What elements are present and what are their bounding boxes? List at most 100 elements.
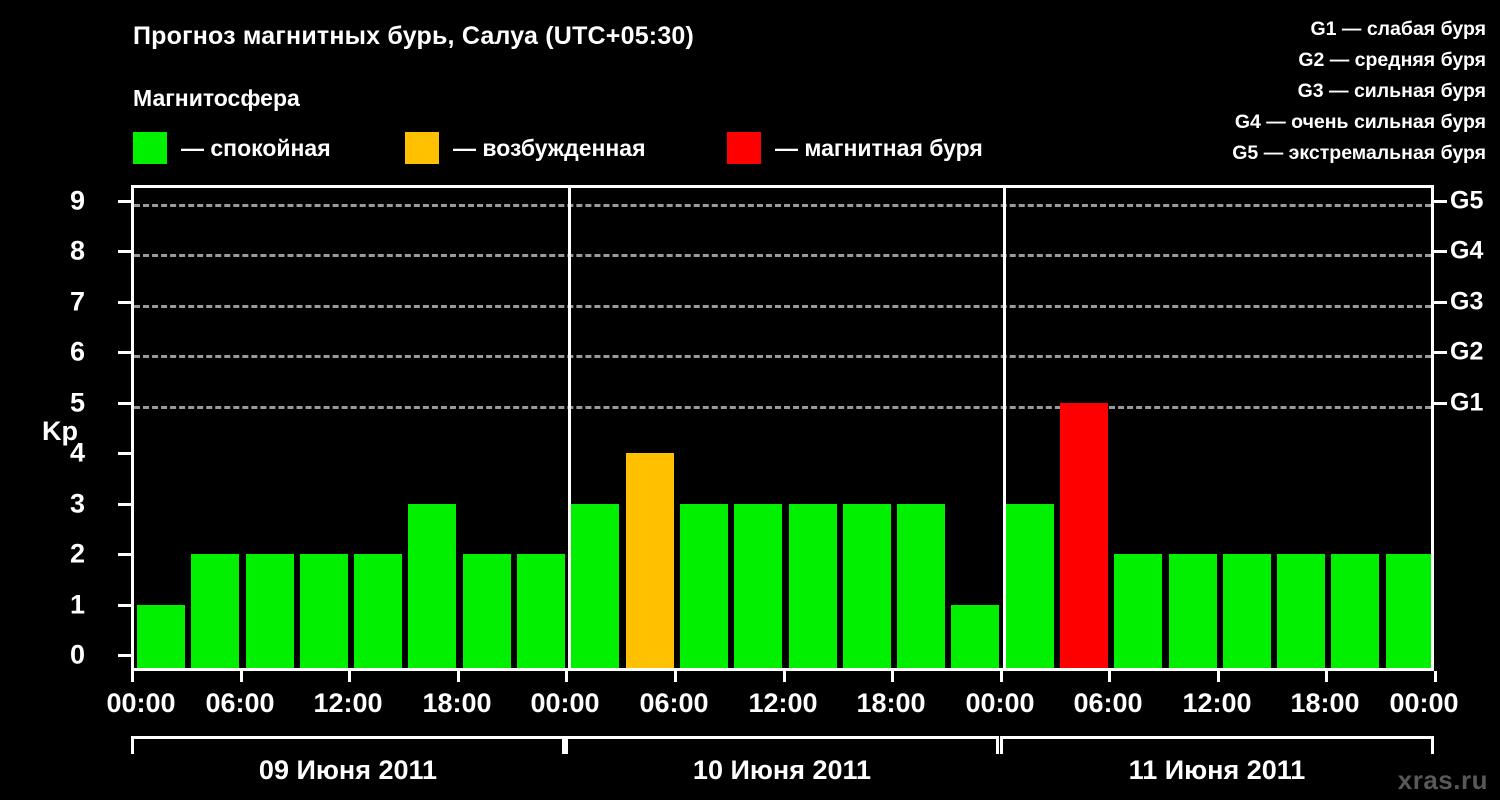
g-tick-mark: [1434, 200, 1447, 203]
legend-entry-quiet: — спокойная: [133, 131, 331, 165]
gscale-row-g5: G5 — экстремальная буря: [1232, 142, 1486, 164]
y-tick-mark: [118, 553, 131, 557]
y-tick-mark: [118, 654, 131, 657]
bar-kp[interactable]: [1386, 554, 1431, 668]
day-label: 09 Июня 2011: [258, 755, 438, 785]
g-tick-label-g3: G3: [1450, 287, 1484, 316]
legend-label-quiet: — спокойная: [181, 134, 331, 161]
y-tick-mark: [118, 452, 131, 456]
day-bracket: [131, 736, 565, 754]
magnetosphere-legend: — спокойная — возбужденная — магнитная бур…: [133, 131, 1033, 165]
legend-swatch-quiet: [133, 132, 167, 164]
legend-label-storm: — магнитная буря: [775, 134, 983, 161]
x-tick-label: 12:00: [748, 688, 818, 718]
bar-kp[interactable]: [951, 604, 999, 668]
bar-kp[interactable]: [1277, 554, 1325, 668]
x-tick-mark: [457, 671, 460, 682]
x-tick-label: 18:00: [1290, 688, 1360, 718]
watermark: xras.ru: [1397, 765, 1488, 795]
legend-swatch-active: [405, 132, 439, 164]
gridline-kp-9: [134, 204, 1431, 207]
g-tick-mark: [1434, 351, 1447, 355]
bar-kp[interactable]: [191, 554, 239, 668]
bar-kp[interactable]: [1331, 554, 1379, 668]
day-label: 10 Июня 2011: [692, 755, 872, 785]
x-tick-mark: [348, 671, 351, 682]
gscale-legend: G1 — слабая буря G2 — средняя буря G3 — си…: [1126, 14, 1486, 169]
y-tick-mark: [118, 300, 131, 304]
y-tick-mark: [118, 502, 131, 506]
legend-entry-storm: — магнитная буря: [727, 131, 983, 165]
bar-kp[interactable]: [897, 503, 945, 668]
day-bracket: [565, 736, 999, 754]
chart-plot-area: [131, 185, 1434, 668]
y-tick-label: 8: [69, 235, 85, 266]
legend-label-active: — возбужденная: [453, 134, 646, 161]
x-tick-mark: [1000, 671, 1003, 682]
x-axis-line: [131, 668, 1434, 671]
y-tick-label: 2: [69, 538, 85, 569]
bar-kp[interactable]: [843, 503, 891, 668]
gridline-kp-7: [134, 304, 1431, 308]
x-tick-mark: [131, 671, 134, 682]
x-tick-label: 06:00: [639, 688, 709, 718]
bar-kp[interactable]: [354, 554, 402, 668]
day-divider: [568, 188, 571, 668]
x-tick-label: 12:00: [313, 688, 383, 718]
legend-swatch-storm: [727, 132, 761, 164]
bar-kp[interactable]: [408, 503, 456, 668]
x-tick-label: 00:00: [106, 688, 176, 718]
g-tick-label-g4: G4: [1450, 236, 1484, 265]
y-tick-label: 7: [69, 286, 85, 317]
day-divider: [1003, 188, 1006, 668]
y-tick-label: 3: [69, 488, 85, 519]
gscale-row-g1: G1 — слабая буря: [1310, 18, 1486, 40]
y-tick-label: 0: [69, 639, 85, 670]
bar-kp[interactable]: [246, 554, 294, 668]
x-tick-mark: [1434, 671, 1437, 682]
bar-kp[interactable]: [734, 503, 782, 668]
gridline-kp-8: [134, 254, 1431, 258]
bar-kp[interactable]: [1114, 554, 1162, 668]
bar-kp[interactable]: [1223, 554, 1271, 668]
bar-kp[interactable]: [1006, 503, 1054, 668]
bar-kp[interactable]: [680, 503, 728, 668]
x-tick-label: 00:00: [530, 688, 600, 718]
legend-entry-active: — возбужденная: [405, 131, 646, 165]
y-tick-label: 6: [69, 336, 85, 367]
bar-kp[interactable]: [517, 554, 565, 668]
g-tick-mark: [1434, 250, 1447, 254]
bar-kp[interactable]: [137, 604, 185, 668]
y-tick-mark: [118, 351, 131, 355]
x-tick-label: 18:00: [856, 688, 926, 718]
y-tick-label: 4: [69, 437, 85, 468]
g-tick-label-g1: G1: [1450, 388, 1484, 417]
y-tick-mark: [118, 250, 131, 254]
x-tick-label: 06:00: [1073, 688, 1143, 718]
magnetosphere-heading: Магнитосфера: [133, 85, 300, 111]
gscale-row-g3: G3 — сильная буря: [1297, 80, 1486, 102]
x-tick-label: 12:00: [1182, 688, 1252, 718]
g-tick-label-g5: G5: [1450, 186, 1484, 215]
x-tick-label: 00:00: [965, 688, 1035, 718]
x-tick-mark: [565, 671, 568, 682]
bar-kp[interactable]: [1060, 402, 1108, 668]
x-tick-mark: [1108, 671, 1111, 682]
x-tick-label: 06:00: [205, 688, 275, 718]
x-tick-mark: [783, 671, 786, 682]
bar-kp[interactable]: [300, 554, 348, 668]
x-tick-mark: [1325, 671, 1328, 682]
bar-kp[interactable]: [463, 554, 511, 668]
gscale-row-g4: G4 — очень сильная буря: [1234, 111, 1486, 133]
bar-kp[interactable]: [1169, 554, 1217, 668]
x-tick-label: 18:00: [422, 688, 492, 718]
y-tick-label: 5: [69, 387, 85, 418]
gridline-kp-5: [134, 405, 1431, 409]
bar-kp[interactable]: [626, 453, 674, 668]
bar-kp[interactable]: [571, 503, 619, 668]
x-tick-mark: [674, 671, 677, 682]
bar-kp[interactable]: [789, 503, 837, 668]
y-tick-label: 1: [69, 589, 85, 620]
x-tick-mark: [891, 671, 894, 682]
x-tick-label: 00:00: [1389, 688, 1459, 718]
